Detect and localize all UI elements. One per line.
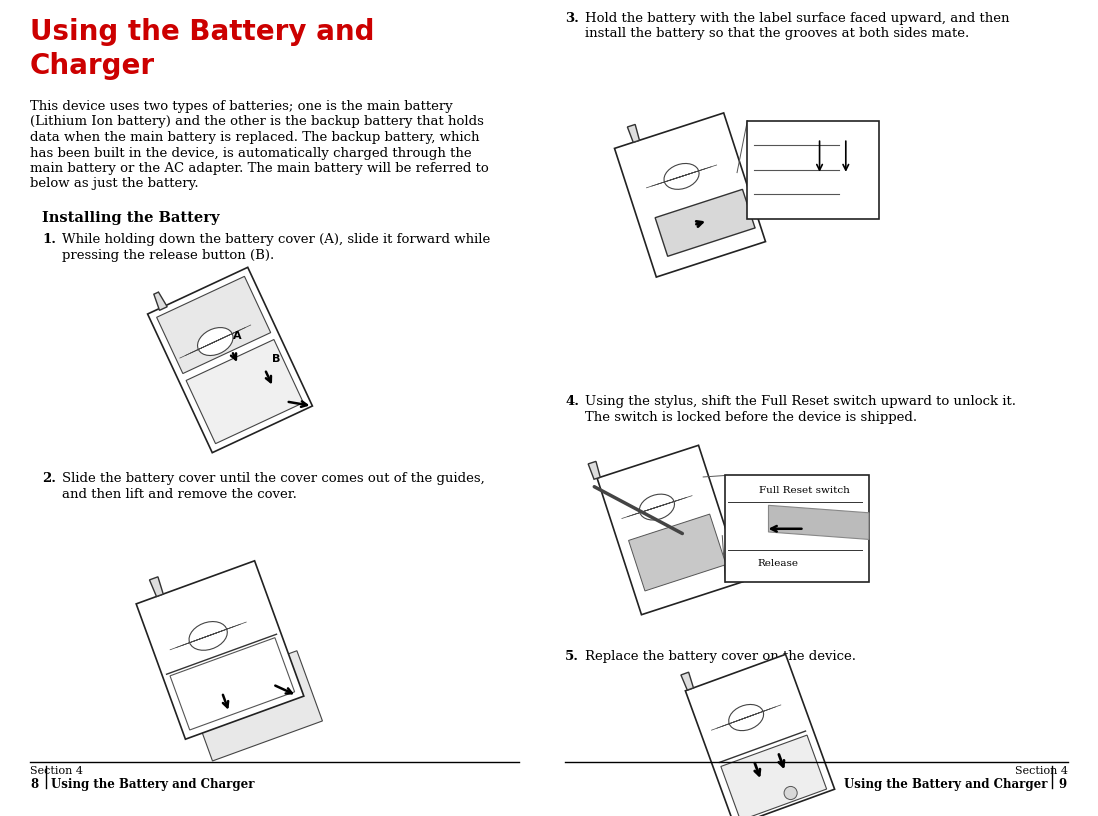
- Text: Using the Battery and Charger: Using the Battery and Charger: [843, 778, 1047, 791]
- Text: 2.: 2.: [42, 472, 56, 485]
- Polygon shape: [198, 327, 233, 356]
- Text: 4.: 4.: [565, 395, 579, 408]
- Polygon shape: [615, 113, 765, 277]
- Text: The switch is locked before the device is shipped.: The switch is locked before the device i…: [585, 410, 917, 424]
- Text: Section 4: Section 4: [1015, 766, 1068, 776]
- Polygon shape: [597, 446, 743, 614]
- Polygon shape: [157, 277, 271, 374]
- Bar: [726, 476, 869, 582]
- Polygon shape: [136, 561, 304, 739]
- Text: A: A: [233, 331, 242, 341]
- Text: Section 4: Section 4: [30, 766, 83, 776]
- Text: has been built in the device, is automatically charged through the: has been built in the device, is automat…: [30, 147, 472, 159]
- Text: (Lithium Ion battery) and the other is the backup battery that holds: (Lithium Ion battery) and the other is t…: [30, 116, 484, 128]
- Text: 5.: 5.: [565, 650, 579, 663]
- Text: 1.: 1.: [42, 233, 56, 246]
- Text: below as just the battery.: below as just the battery.: [30, 178, 199, 190]
- Polygon shape: [729, 704, 763, 730]
- Text: and then lift and remove the cover.: and then lift and remove the cover.: [61, 487, 296, 500]
- Text: Slide the battery cover until the cover comes out of the guides,: Slide the battery cover until the cover …: [61, 472, 484, 485]
- Circle shape: [784, 787, 797, 800]
- Text: This device uses two types of batteries; one is the main battery: This device uses two types of batteries;…: [30, 100, 452, 113]
- Polygon shape: [154, 292, 167, 310]
- Text: main battery or the AC adapter. The main battery will be referred to: main battery or the AC adapter. The main…: [30, 162, 489, 175]
- Text: 8: 8: [30, 778, 38, 791]
- Text: 9: 9: [1058, 778, 1066, 791]
- Text: Using the stylus, shift the Full Reset switch upward to unlock it.: Using the stylus, shift the Full Reset s…: [585, 395, 1016, 408]
- Polygon shape: [189, 622, 227, 650]
- Polygon shape: [187, 650, 323, 761]
- Text: 3.: 3.: [565, 12, 579, 25]
- Polygon shape: [681, 672, 694, 690]
- Text: Installing the Battery: Installing the Battery: [42, 211, 220, 225]
- Polygon shape: [589, 461, 601, 479]
- Polygon shape: [170, 637, 294, 730]
- Polygon shape: [186, 339, 303, 444]
- Polygon shape: [769, 505, 869, 539]
- Text: Full Reset switch: Full Reset switch: [759, 486, 850, 495]
- Text: install the battery so that the grooves at both sides mate.: install the battery so that the grooves …: [585, 28, 970, 41]
- Polygon shape: [628, 514, 726, 591]
- Polygon shape: [149, 577, 164, 596]
- Text: Using the Battery and: Using the Battery and: [30, 18, 374, 46]
- Polygon shape: [627, 124, 639, 142]
- Polygon shape: [685, 654, 834, 816]
- Polygon shape: [664, 163, 699, 189]
- Text: Hold the battery with the label surface faced upward, and then: Hold the battery with the label surface …: [585, 12, 1009, 25]
- Text: Using the Battery and Charger: Using the Battery and Charger: [51, 778, 255, 791]
- Text: Replace the battery cover on the device.: Replace the battery cover on the device.: [585, 650, 856, 663]
- Polygon shape: [721, 735, 827, 816]
- Polygon shape: [639, 494, 674, 520]
- Text: data when the main battery is replaced. The backup battery, which: data when the main battery is replaced. …: [30, 131, 480, 144]
- Text: pressing the release button (B).: pressing the release button (B).: [61, 249, 274, 261]
- Text: Charger: Charger: [30, 52, 155, 80]
- Bar: [748, 121, 878, 219]
- Text: Release: Release: [757, 559, 798, 568]
- Text: B: B: [271, 354, 280, 364]
- Polygon shape: [147, 268, 313, 453]
- Polygon shape: [656, 189, 755, 256]
- Text: While holding down the battery cover (A), slide it forward while: While holding down the battery cover (A)…: [61, 233, 490, 246]
